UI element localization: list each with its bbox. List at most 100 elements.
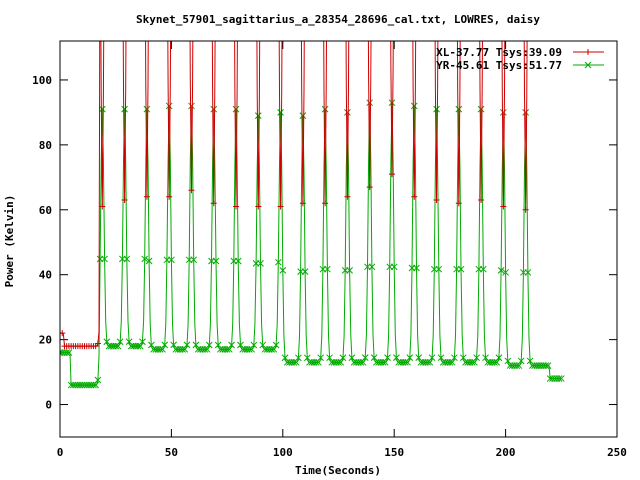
data-point [473,354,480,362]
data-point [114,342,122,350]
x-tick-label: 250 [607,446,627,459]
data-point [366,99,374,107]
axis-ticks: 0 20 40 60 80 100 0 50 100 150 200 250 [32,41,627,459]
data-point [188,102,195,110]
data-point [317,354,325,362]
data-point [384,354,391,361]
data-point [555,375,563,382]
data-point [232,105,240,113]
data-point [584,61,592,69]
data-point [344,193,351,200]
data-point [250,341,258,349]
data-point [361,354,369,361]
data-point [451,354,458,362]
data-point [234,257,242,265]
data-point [277,203,284,210]
data-point [210,200,217,207]
data-point [166,193,173,200]
series-xl [60,41,529,350]
data-point [94,340,101,347]
data-point [257,260,264,267]
data-point [228,341,235,349]
data-point [270,345,278,353]
chart-title: Skynet_57901_sagittarius_a_28354_28696_c… [136,13,540,26]
data-point [190,256,198,264]
data-point [455,200,462,207]
x-tick-label: 0 [57,446,64,459]
data-point [324,265,331,273]
x-tick-label: 100 [273,446,293,459]
data-point [500,109,507,116]
data-point [413,264,420,272]
data-point [205,341,213,349]
data-point [339,354,347,362]
data-point [292,358,300,366]
plot-area [60,41,565,389]
data-point [143,193,150,200]
data-point [455,105,463,113]
data-point [101,255,108,263]
x-axis-label: Time(Seconds) [295,464,381,477]
y-tick-label: 60 [39,204,52,217]
data-point [168,256,175,264]
data-point [337,358,345,366]
legend-label: XL-37.77 Tsys:39.09 [436,46,562,59]
data-point [116,338,124,346]
data-point [159,345,166,353]
data-point [145,257,153,265]
data-point [388,171,395,178]
data-point [404,358,411,366]
data-point [388,99,396,107]
data-point [295,354,302,362]
series-yr [60,99,565,389]
data-point [203,345,211,353]
data-point [63,349,71,356]
data-point [225,345,233,353]
data-point [411,193,418,200]
data-point [274,258,282,266]
data-point [522,109,530,116]
y-tick-label: 0 [45,399,52,412]
data-point [495,354,503,362]
data-point [65,349,73,356]
data-point [477,105,485,113]
data-point [255,203,262,210]
data-point [233,203,240,210]
data-point [366,184,373,191]
data-point [183,341,191,349]
data-point [493,358,501,366]
data-point [435,265,443,273]
x-tick-label: 200 [496,446,516,459]
data-point [181,345,189,353]
data-point [299,200,306,207]
data-point [277,109,284,116]
y-tick-label: 100 [32,74,52,87]
data-point [522,206,529,213]
data-point [210,105,218,113]
data-point [457,265,465,273]
data-point [272,341,280,349]
data-point [515,362,523,369]
y-tick-label: 20 [39,334,52,347]
data-point [123,255,131,263]
data-point [557,375,565,382]
data-point [188,187,195,194]
data-point [381,358,389,366]
data-point [426,358,434,366]
data-point [517,357,525,365]
data-point [279,267,287,274]
y-tick-label: 40 [39,269,52,282]
data-point [390,263,398,271]
data-point [502,269,509,276]
data-point [165,102,173,110]
plot-frame [59,40,618,438]
data-point [471,358,478,366]
data-point [410,102,418,110]
data-point [92,381,100,389]
data-point [299,112,307,120]
data-point [139,338,146,346]
data-point [322,200,329,207]
data-point [98,105,106,113]
